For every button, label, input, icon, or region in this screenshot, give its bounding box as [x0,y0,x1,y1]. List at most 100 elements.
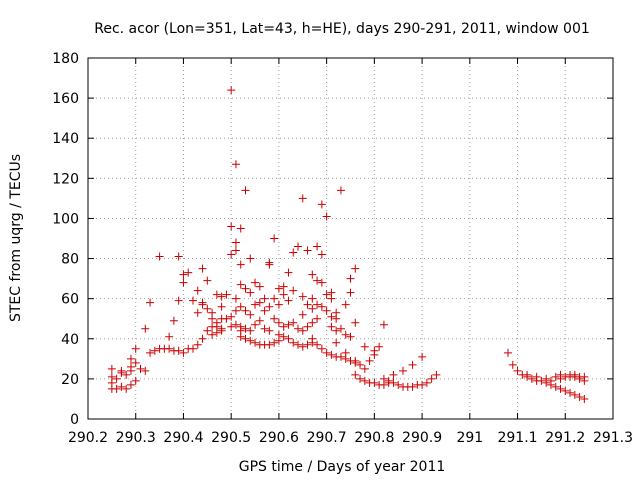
data-point [360,342,369,351]
data-point [227,322,236,331]
data-point [265,258,274,267]
data-point [294,242,302,251]
data-point [379,374,388,383]
data-point [236,332,245,341]
data-point [251,300,260,309]
data-points [107,86,589,403]
data-point [298,342,307,351]
data-point [179,270,188,279]
data-point [179,278,188,287]
data-point [394,380,403,389]
x-tick-label: 291.2 [545,430,585,446]
data-point [399,366,407,375]
data-point [227,222,236,231]
data-point [284,296,293,305]
data-point [236,280,245,289]
data-point [408,360,417,369]
data-point [231,246,240,255]
data-point [289,248,298,257]
y-axis: 0 20 40 60 80 100 120 140 160 180 [52,51,613,428]
data-point [551,382,560,391]
x-tick-label: 291.1 [497,430,537,446]
data-point [322,348,331,357]
data-point [284,320,293,329]
data-point [270,314,279,323]
data-point [274,330,283,339]
data-point [169,316,178,325]
data-point [227,86,236,95]
data-point [107,372,116,381]
data-point [246,310,255,319]
data-point [222,314,231,323]
data-point [165,332,174,341]
data-point [255,316,264,325]
data-point [174,346,183,355]
data-point [389,370,398,379]
data-point [155,252,164,261]
y-tick-label: 100 [52,211,79,227]
data-point [317,302,326,311]
data-point [279,282,288,291]
data-point [193,308,202,317]
data-point [341,330,350,339]
plot-frame [87,57,614,420]
data-point [294,340,302,349]
data-point [346,274,355,283]
data-point [542,374,551,383]
data-point [222,290,231,299]
data-point [265,326,274,335]
data-point [236,224,245,233]
data-point [255,282,264,291]
x-tick-label: 290.2 [68,430,108,446]
data-point [126,362,135,371]
data-point [289,338,298,347]
data-point [189,344,197,353]
data-point [260,306,269,315]
data-point [360,364,369,373]
data-point [117,382,126,391]
data-point [332,326,341,335]
data-point [236,302,245,311]
data-point [260,294,269,303]
data-point [279,332,288,341]
data-point [432,370,441,379]
data-point [198,264,207,273]
data-point [107,364,116,373]
y-tick-label: 140 [52,131,79,147]
data-point [146,348,155,357]
y-tick-label: 20 [61,372,79,388]
y-tick-label: 160 [52,91,79,107]
data-point [126,354,135,363]
data-point [360,376,369,385]
data-point [131,344,140,353]
data-point [308,318,317,327]
data-point [246,288,255,297]
data-point [308,294,317,303]
data-point [313,242,322,251]
data-point [570,370,579,379]
data-point [346,288,355,297]
data-point [265,302,274,311]
data-point [298,310,307,319]
data-point [317,200,326,209]
data-point [174,252,183,261]
data-point [580,376,589,385]
data-point [227,312,236,321]
data-point [308,334,317,343]
x-tick-label: 291.3 [593,430,633,446]
data-point [217,302,226,311]
data-point [241,334,250,343]
data-point [241,306,250,315]
data-point [546,376,555,385]
data-point [556,374,565,383]
data-point [336,324,345,333]
data-point [384,376,393,385]
data-point [193,340,202,349]
data-point [212,328,221,337]
data-point [236,260,245,269]
data-point [580,394,589,403]
data-point [504,348,512,357]
data-point [317,278,326,287]
data-point [289,318,298,327]
